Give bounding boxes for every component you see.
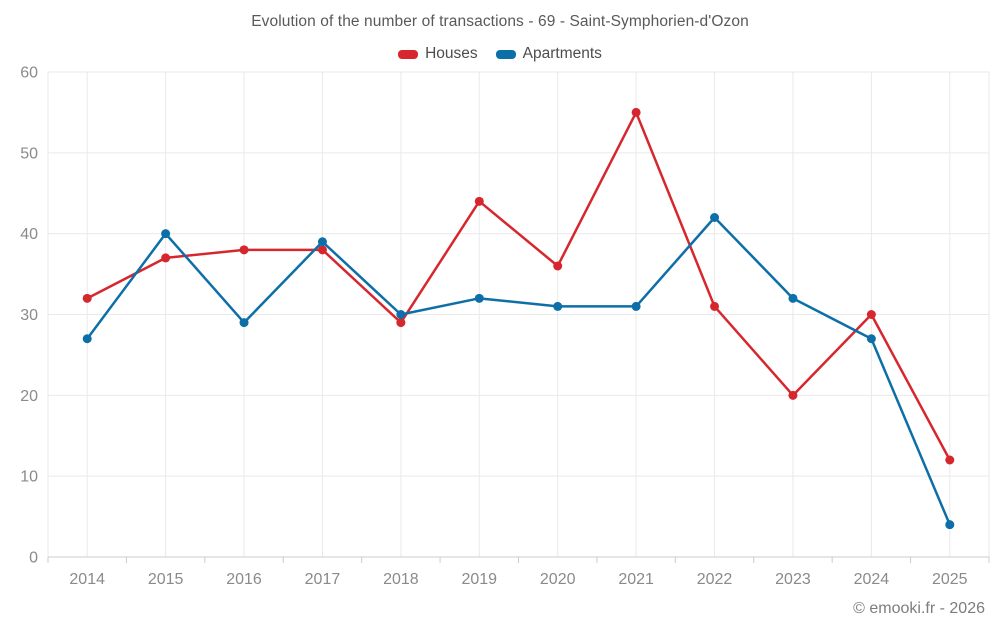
data-point-apartments-2020[interactable] (553, 301, 563, 311)
x-tick-label: 2023 (775, 571, 811, 588)
x-tick-label: 2022 (697, 571, 733, 588)
x-tick-label: 2019 (461, 571, 497, 588)
x-tick-label: 2021 (618, 571, 654, 588)
data-point-houses-2023[interactable] (788, 390, 798, 400)
data-point-houses-2020[interactable] (553, 261, 563, 271)
series-line-apartments (85, 216, 952, 526)
x-tick-label: 2014 (69, 571, 105, 588)
y-tick-label: 30 (20, 307, 38, 324)
data-point-apartments-2025[interactable] (945, 520, 955, 530)
data-point-houses-2025[interactable] (945, 455, 955, 465)
x-tick-label: 2025 (932, 571, 968, 588)
apartments-swatch-icon (495, 49, 516, 59)
data-point-houses-2015[interactable] (161, 253, 171, 263)
y-tick-label: 20 (20, 388, 38, 405)
x-tick-label: 2017 (305, 571, 341, 588)
y-tick-label: 40 (20, 226, 38, 243)
houses-swatch-icon (398, 49, 419, 59)
data-point-houses-2014[interactable] (82, 293, 92, 303)
legend-label-houses: Houses (425, 45, 478, 62)
data-point-apartments-2023[interactable] (788, 293, 798, 303)
data-point-houses-2018[interactable] (396, 318, 406, 328)
data-point-apartments-2021[interactable] (631, 301, 641, 311)
legend-label-apartments: Apartments (522, 45, 602, 62)
legend-item-houses[interactable]: Houses (398, 45, 478, 63)
x-tick-label: 2015 (148, 571, 184, 588)
data-point-houses-2016[interactable] (239, 245, 249, 255)
y-tick-label: 10 (20, 469, 38, 486)
data-point-apartments-2014[interactable] (82, 334, 92, 344)
data-point-houses-2019[interactable] (474, 196, 484, 206)
x-tick-label: 2020 (540, 571, 576, 588)
data-point-apartments-2017[interactable] (317, 237, 327, 247)
data-point-apartments-2016[interactable] (239, 318, 249, 328)
x-tick-label: 2018 (383, 571, 419, 588)
data-point-apartments-2022[interactable] (710, 213, 720, 222)
data-point-houses-2022[interactable] (710, 301, 720, 311)
data-point-apartments-2015[interactable] (161, 229, 171, 239)
data-point-houses-2021[interactable] (631, 107, 641, 117)
data-point-houses-2017[interactable] (317, 245, 327, 255)
data-point-apartments-2018[interactable] (396, 310, 406, 319)
legend-item-apartments[interactable]: Apartments (495, 45, 602, 63)
series-line-houses (85, 111, 952, 462)
x-tick-label: 2016 (226, 571, 262, 588)
y-tick-label: 50 (20, 145, 38, 162)
chart-title: Evolution of the number of transactions … (251, 13, 749, 30)
chart-legend: Houses Apartments (0, 45, 1000, 63)
data-point-apartments-2024[interactable] (866, 334, 876, 344)
copyright-credit: © emooki.fr - 2026 (853, 600, 985, 617)
y-tick-label: 0 (29, 550, 38, 567)
data-point-houses-2024[interactable] (866, 310, 876, 319)
x-tick-label: 2024 (854, 571, 890, 588)
y-tick-label: 60 (20, 65, 38, 82)
data-point-apartments-2019[interactable] (474, 293, 484, 303)
